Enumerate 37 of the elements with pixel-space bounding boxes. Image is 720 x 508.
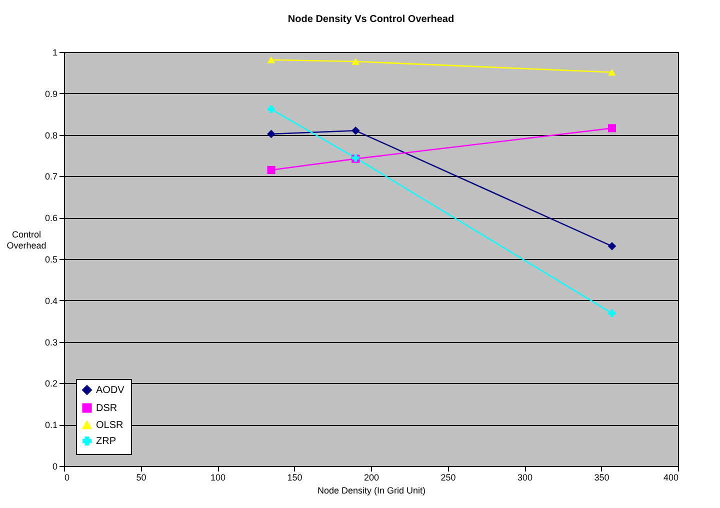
point	[267, 130, 276, 138]
y-tick-label: 1	[52, 48, 58, 58]
point	[267, 166, 276, 174]
y-tick-label: 0.2	[44, 378, 58, 389]
point	[267, 56, 276, 64]
x-tick-label: 300	[517, 472, 533, 482]
x-tick-label: 250	[440, 472, 456, 482]
point	[608, 309, 616, 317]
y-tick-label: 0.7	[44, 172, 58, 182]
point	[608, 124, 616, 132]
x-tick-label: 0	[64, 472, 70, 482]
y-tick-label: 0.1	[44, 420, 58, 430]
x-axis-title: Node Density (In Grid Unit)	[317, 486, 426, 496]
point	[351, 126, 360, 135]
point	[608, 68, 616, 76]
x-tick-label: 100	[210, 472, 226, 482]
y-tick-label: 0.6	[44, 213, 58, 224]
y-tick-label: 0.4	[44, 296, 58, 306]
point	[608, 242, 616, 250]
chart-title: Node Density Vs Control Overhead	[288, 14, 454, 25]
legend-label: ZRP	[96, 436, 116, 447]
x-tick-label: 50	[136, 472, 146, 482]
point	[267, 105, 275, 113]
y-tick-label: 0.8	[44, 130, 58, 140]
legend-label: DSR	[96, 403, 118, 414]
x-tick-label: 200	[364, 472, 380, 482]
y-tick-label: 0	[52, 462, 58, 472]
x-tick-label: 350	[594, 472, 610, 482]
point	[352, 58, 360, 65]
y-tick-label: 0.9	[44, 88, 58, 99]
y-axis-title: Control Overhead	[6, 230, 46, 250]
y-tick-label: 0.3	[44, 337, 58, 348]
y-tick-label: 0.5	[44, 254, 58, 264]
legend-label: OLSR	[96, 420, 124, 431]
x-tick-label: 150	[287, 472, 302, 482]
legend-label: AODV	[96, 385, 125, 396]
x-tick-label: 400	[663, 472, 678, 482]
